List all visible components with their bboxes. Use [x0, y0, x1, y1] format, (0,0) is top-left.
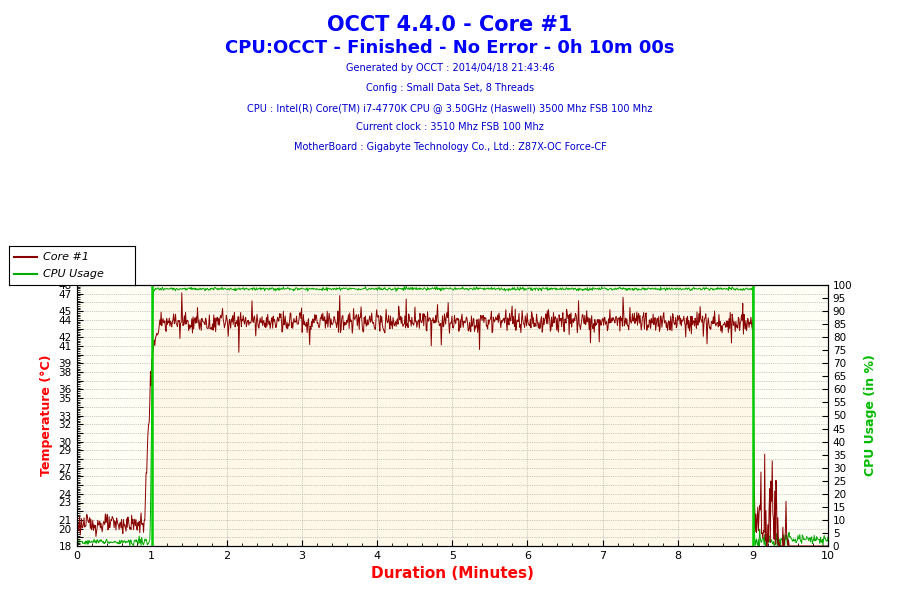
Text: CPU Usage: CPU Usage — [43, 269, 104, 280]
Y-axis label: CPU Usage (in %): CPU Usage (in %) — [864, 355, 877, 476]
Text: CPU : Intel(R) Core(TM) i7-4770K CPU @ 3.50GHz (Haswell) 3500 Mhz FSB 100 Mhz: CPU : Intel(R) Core(TM) i7-4770K CPU @ 3… — [248, 103, 652, 113]
Text: Core #1: Core #1 — [43, 251, 89, 262]
X-axis label: Duration (Minutes): Duration (Minutes) — [371, 566, 534, 581]
Bar — [76, 285, 151, 546]
Bar — [151, 285, 752, 546]
Text: Current clock : 3510 Mhz FSB 100 Mhz: Current clock : 3510 Mhz FSB 100 Mhz — [356, 122, 544, 133]
Bar — [752, 285, 828, 546]
Y-axis label: Temperature (°C): Temperature (°C) — [40, 355, 53, 476]
Text: Generated by OCCT : 2014/04/18 21:43:46: Generated by OCCT : 2014/04/18 21:43:46 — [346, 63, 554, 73]
Text: Config : Small Data Set, 8 Threads: Config : Small Data Set, 8 Threads — [366, 83, 534, 93]
Text: OCCT 4.4.0 - Core #1: OCCT 4.4.0 - Core #1 — [328, 15, 572, 35]
Text: CPU:OCCT - Finished - No Error - 0h 10m 00s: CPU:OCCT - Finished - No Error - 0h 10m … — [225, 39, 675, 57]
Text: MotherBoard : Gigabyte Technology Co., Ltd.: Z87X-OC Force-CF: MotherBoard : Gigabyte Technology Co., L… — [293, 142, 607, 152]
